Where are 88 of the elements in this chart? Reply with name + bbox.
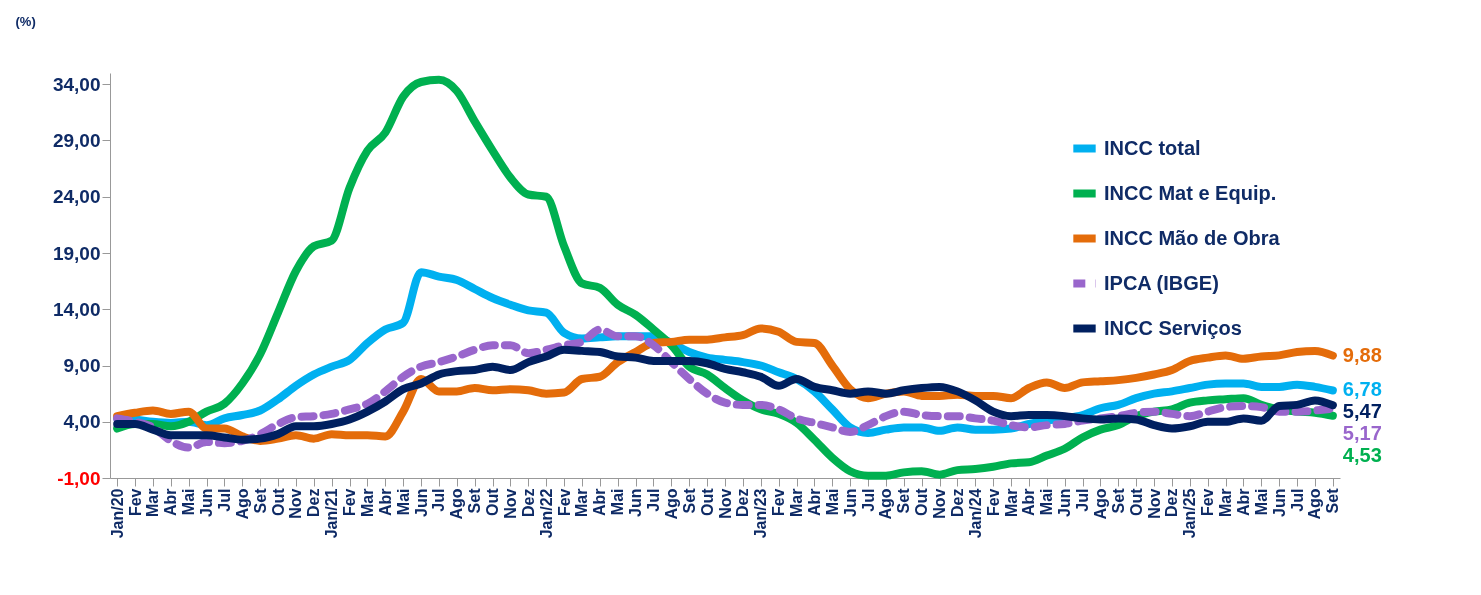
x-tick-label: Fev [984, 488, 1002, 517]
x-tick-label: Mai [180, 488, 198, 516]
x-tick-label: Nov [287, 488, 305, 519]
y-tick-label: 34,00 [52, 73, 101, 95]
x-tick-label: Set [680, 487, 698, 514]
x-tick-label: Set [1109, 487, 1127, 514]
legend-label: INCC total [1104, 136, 1201, 159]
y-tick-label: 19,00 [52, 242, 101, 264]
x-tick-label: Abr [591, 488, 609, 517]
legend-label: IPCA (IBGE) [1104, 271, 1219, 294]
x-tick-label: Jan/25 [1181, 488, 1199, 539]
x-tick-label: Jul [644, 488, 662, 512]
x-tick-label: Mai [1252, 488, 1270, 516]
y-axis-title: (%) [15, 13, 36, 29]
x-tick-label: Set [1324, 487, 1342, 514]
x-tick-label: Fev [126, 488, 144, 517]
legend-label: INCC Mão de Obra [1104, 226, 1281, 249]
x-tick-label: Set [251, 487, 269, 514]
x-tick-label: Fev [341, 488, 359, 517]
x-tick-label: Ago [877, 488, 895, 520]
x-tick-label: Nov [1145, 488, 1163, 519]
x-tick-label: Jan/20 [108, 488, 126, 539]
y-tick-label: 4,00 [63, 411, 101, 433]
data-label: 9,88 [1342, 343, 1382, 366]
x-tick-label: Nov [716, 488, 734, 519]
x-tick-label: Jul [215, 488, 233, 512]
y-tick-label: -1,00 [57, 467, 101, 489]
x-tick-label: Out [484, 487, 502, 517]
data-label: 4,53 [1342, 444, 1382, 467]
x-tick-label: Mar [573, 488, 591, 517]
y-tick-label: 29,00 [52, 130, 101, 151]
x-tick-label: Ago [1091, 488, 1109, 520]
x-tick-label: Mar [358, 488, 376, 517]
x-tick-label: Dez [519, 488, 537, 517]
x-tick-label: Ago [233, 488, 251, 520]
x-tick-label: Jun [841, 488, 859, 517]
x-tick-label: Mar [788, 488, 806, 517]
x-tick-label: Jun [412, 488, 430, 517]
x-tick-label: Abr [162, 488, 180, 517]
x-tick-label: Dez [305, 488, 323, 517]
x-tick-label: Abr [1020, 488, 1038, 517]
x-tick-label: Set [466, 487, 484, 514]
x-tick-label: Fev [770, 488, 788, 517]
x-tick-label: Jan/24 [966, 488, 984, 539]
x-tick-label: Mar [1217, 488, 1235, 517]
x-tick-label: Ago [1306, 488, 1324, 520]
x-tick-label: Out [269, 487, 287, 517]
x-tick-label: Jan/22 [537, 488, 555, 539]
x-tick-label: Jan/23 [752, 488, 770, 539]
x-tick-label: Jan/21 [323, 488, 341, 539]
x-tick-label: Out [698, 487, 716, 517]
x-tick-label: Nov [501, 488, 519, 519]
x-tick-label: Jun [1056, 488, 1074, 517]
data-label: 5,47 [1342, 400, 1382, 423]
x-tick-label: Jul [1288, 488, 1306, 512]
x-tick-label: Abr [805, 488, 823, 517]
legend-label: INCC Serviços [1104, 316, 1242, 339]
x-tick-label: Ago [662, 488, 680, 520]
x-tick-label: Jun [198, 488, 216, 517]
x-tick-label: Out [1127, 487, 1145, 517]
x-tick-label: Mai [1038, 488, 1056, 516]
x-tick-label: Jul [859, 488, 877, 512]
x-tick-label: Abr [376, 488, 394, 517]
x-tick-label: Fev [1199, 488, 1217, 517]
data-label: 6,78 [1342, 378, 1382, 401]
x-tick-label: Dez [1163, 488, 1181, 517]
x-tick-label: Jul [430, 488, 448, 512]
data-label: 5,17 [1342, 422, 1382, 445]
x-tick-label: Ago [448, 488, 466, 520]
x-tick-label: Mai [823, 488, 841, 516]
x-tick-label: Fev [555, 488, 573, 517]
y-tick-label: 24,00 [52, 186, 101, 208]
x-tick-label: Mai [394, 488, 412, 516]
legend-label: INCC Mat e Equip. [1104, 181, 1277, 204]
x-tick-label: Set [895, 487, 913, 514]
y-tick-label: 14,00 [52, 298, 101, 320]
x-tick-label: Jul [1074, 488, 1092, 512]
x-tick-label: Dez [734, 488, 752, 517]
x-tick-label: Dez [948, 488, 966, 517]
x-tick-label: Jun [1270, 488, 1288, 517]
x-tick-label: Mar [144, 488, 162, 517]
y-tick-label: 9,00 [63, 355, 101, 376]
x-tick-label: Mar [1002, 488, 1020, 517]
x-tick-label: Out [913, 487, 931, 517]
x-tick-label: Mai [609, 488, 627, 516]
x-tick-label: Nov [931, 488, 949, 519]
x-tick-label: Jun [627, 488, 645, 517]
x-tick-label: Abr [1234, 488, 1252, 517]
